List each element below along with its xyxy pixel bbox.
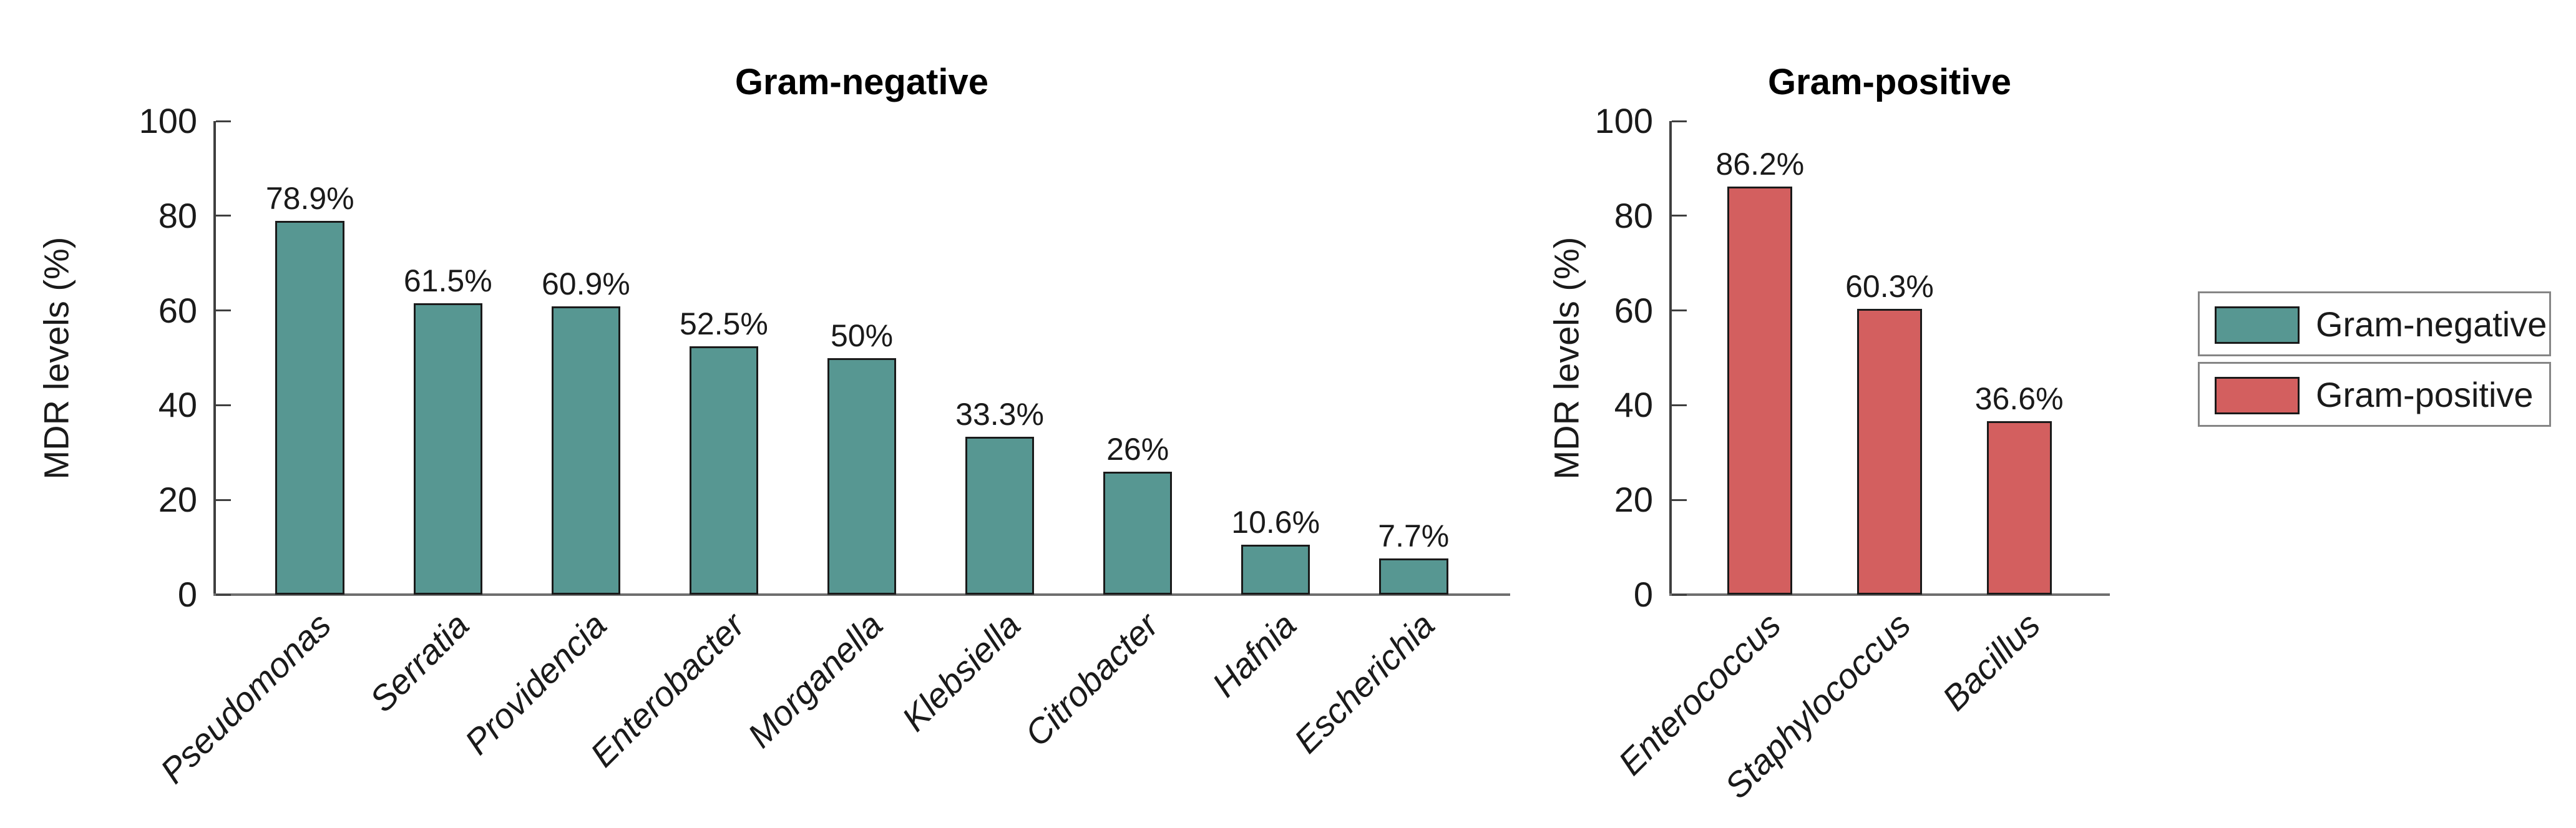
bar-pseudomonas bbox=[275, 221, 344, 595]
y-tick-label: 40 bbox=[1614, 385, 1653, 425]
y-tick-label: 100 bbox=[139, 101, 197, 140]
bar-value-label: 50% bbox=[830, 318, 894, 353]
bar-value-label: 36.6% bbox=[1974, 381, 2064, 417]
bar-escherichia bbox=[1378, 558, 1448, 595]
bar-citrobacter bbox=[1103, 471, 1173, 595]
y-tick-label: 60 bbox=[1614, 290, 1653, 330]
y-axis-spine bbox=[1669, 121, 1672, 595]
x-tick-label-serratia: Serratia bbox=[361, 605, 477, 719]
chart-title-gram-negative: Gram-negative bbox=[734, 62, 989, 102]
bar-enterococcus bbox=[1727, 186, 1793, 595]
bar-providencia bbox=[551, 306, 621, 595]
bar-value-label: 10.6% bbox=[1231, 504, 1320, 540]
x-tick-label-bacillus: Bacillus bbox=[1934, 605, 2047, 718]
gram-negative-color-swatch bbox=[2215, 306, 2300, 344]
bar-staphylococcus bbox=[1857, 309, 1922, 595]
y-tick-mark bbox=[216, 120, 231, 122]
y-tick-mark bbox=[216, 215, 231, 217]
y-tick-label: 20 bbox=[1614, 480, 1653, 520]
y-tick-mark bbox=[216, 309, 231, 312]
x-axis-line bbox=[213, 593, 1510, 596]
bar-morganella bbox=[827, 358, 897, 595]
gram-positive-color-swatch bbox=[2215, 377, 2300, 414]
x-tick-label-klebsiella: Klebsiella bbox=[894, 605, 1028, 739]
y-tick-mark bbox=[216, 593, 231, 596]
legend: Gram-negative Gram-positive bbox=[2198, 291, 2551, 432]
bar-hafnia bbox=[1241, 544, 1310, 595]
bar-value-label: 86.2% bbox=[1715, 146, 1805, 182]
chart-title-gram-positive: Gram-positive bbox=[1768, 62, 2011, 102]
gram-positive-chart: Gram-positive MDR levels (%) 0 20 40 60 80 10… bbox=[1547, 62, 2110, 806]
bar-value-label: 60.9% bbox=[541, 266, 630, 301]
bar-value-label: 78.9% bbox=[265, 181, 354, 217]
bar-klebsiella bbox=[965, 437, 1035, 595]
y-tick-label: 0 bbox=[1633, 575, 1653, 614]
x-tick-label-pseudomonas: Pseudomonas bbox=[152, 605, 338, 791]
bar-value-label: 52.5% bbox=[680, 306, 768, 341]
bar-value-label: 61.5% bbox=[403, 263, 492, 299]
y-tick-mark bbox=[1672, 593, 1687, 596]
y-tick-mark bbox=[1672, 404, 1687, 406]
bar-value-label: 7.7% bbox=[1378, 518, 1450, 553]
y-tick-label: 100 bbox=[1594, 101, 1653, 140]
y-tick-label: 40 bbox=[158, 385, 197, 425]
y-tick-mark bbox=[216, 404, 231, 406]
y-tick-label: 80 bbox=[1614, 195, 1653, 235]
bar-serratia bbox=[413, 303, 483, 595]
y-tick-label: 20 bbox=[158, 480, 197, 520]
x-axis-line bbox=[1669, 593, 2110, 596]
y-axis-spine bbox=[213, 121, 216, 595]
x-tick-label-citrobacter: Citrobacter bbox=[1017, 605, 1166, 754]
bar-value-label: 33.3% bbox=[955, 397, 1044, 432]
x-tick-label-morganella: Morganella bbox=[739, 605, 890, 756]
bar-value-label: 60.3% bbox=[1845, 269, 1934, 304]
legend-item-gram-negative: Gram-negative bbox=[2198, 291, 2551, 356]
bar-value-label: 26% bbox=[1106, 431, 1169, 467]
x-tick-label-hafnia: Hafnia bbox=[1204, 605, 1304, 704]
y-axis-label: MDR levels (%) bbox=[1546, 236, 1586, 479]
y-tick-mark bbox=[1672, 309, 1687, 312]
y-tick-mark bbox=[1672, 120, 1687, 122]
legend-label-gram-negative: Gram-negative bbox=[2316, 304, 2547, 344]
y-tick-mark bbox=[1672, 499, 1687, 501]
y-tick-mark bbox=[216, 499, 231, 501]
legend-label-gram-positive: Gram-positive bbox=[2316, 374, 2534, 414]
y-axis-label: MDR levels (%) bbox=[36, 236, 76, 479]
y-tick-mark bbox=[1672, 215, 1687, 217]
bar-bacillus bbox=[1986, 421, 2052, 595]
y-tick-label: 0 bbox=[177, 575, 197, 614]
bar-enterobacter bbox=[689, 346, 759, 595]
gram-negative-chart: Gram-negative MDR levels (%) 0 20 40 60 80 10… bbox=[37, 62, 1510, 791]
y-tick-label: 60 bbox=[158, 290, 197, 330]
legend-item-gram-positive: Gram-positive bbox=[2198, 362, 2551, 427]
y-tick-label: 80 bbox=[158, 195, 197, 235]
x-tick-label-escherichia: Escherichia bbox=[1286, 605, 1442, 761]
